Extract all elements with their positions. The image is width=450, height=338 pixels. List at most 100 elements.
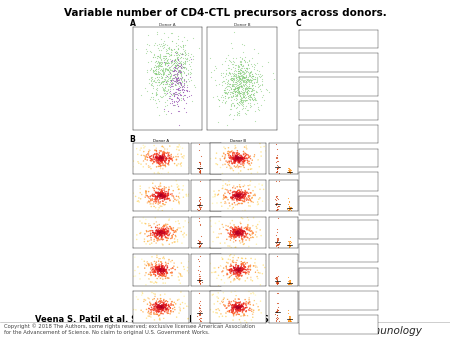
Point <box>146 242 153 247</box>
Point <box>285 317 292 322</box>
Point <box>148 91 155 96</box>
Point <box>272 279 279 284</box>
Point <box>168 83 175 88</box>
Point <box>185 71 192 77</box>
Point <box>155 152 162 158</box>
Point <box>158 79 165 84</box>
Point <box>155 98 162 103</box>
Point <box>163 80 171 85</box>
Point <box>235 160 242 166</box>
Point <box>232 74 239 80</box>
Point <box>162 304 170 310</box>
Point <box>248 73 256 78</box>
Point <box>174 92 181 97</box>
Point <box>157 193 164 198</box>
Point <box>162 194 169 200</box>
Point <box>166 94 173 99</box>
Point <box>178 50 185 56</box>
Point <box>240 98 247 103</box>
Point <box>264 247 271 252</box>
Point <box>137 184 144 189</box>
Point <box>145 306 153 311</box>
Point <box>225 89 232 94</box>
Point <box>195 202 202 207</box>
Point <box>241 306 248 311</box>
Point <box>286 168 293 174</box>
Point <box>235 305 242 310</box>
Point <box>230 59 238 65</box>
Point <box>183 193 190 198</box>
Point <box>239 189 246 195</box>
Point <box>254 67 261 72</box>
Point <box>234 267 242 272</box>
Point <box>160 156 167 162</box>
Point <box>164 73 171 78</box>
Point <box>236 303 243 308</box>
Point <box>231 286 238 291</box>
Point <box>238 256 245 261</box>
Point <box>229 195 236 200</box>
Point <box>209 317 216 322</box>
Point <box>144 313 152 319</box>
Point <box>230 222 238 228</box>
Point <box>166 77 174 83</box>
Point <box>159 304 166 310</box>
Point <box>158 61 166 66</box>
Point <box>159 304 166 310</box>
Point <box>239 155 246 161</box>
Point <box>232 71 239 77</box>
Point <box>158 230 165 236</box>
Point <box>209 243 216 249</box>
Point <box>169 158 176 163</box>
Point <box>248 195 256 200</box>
Point <box>158 229 165 234</box>
Point <box>229 90 236 96</box>
Point <box>177 69 184 74</box>
Point <box>222 314 230 319</box>
Point <box>239 194 247 199</box>
Point <box>230 258 237 263</box>
Point <box>239 260 247 266</box>
Point <box>198 319 205 324</box>
Point <box>231 155 238 161</box>
Point <box>153 280 160 285</box>
Point <box>142 154 149 160</box>
Point <box>246 193 253 199</box>
Point <box>166 88 173 94</box>
Point <box>153 302 161 308</box>
Point <box>155 192 162 197</box>
Point <box>252 270 259 275</box>
Point <box>235 267 242 272</box>
Point <box>166 81 173 87</box>
Point <box>233 158 240 163</box>
Point <box>147 201 154 207</box>
Point <box>266 198 273 204</box>
Point <box>228 40 235 46</box>
Point <box>153 235 160 241</box>
Point <box>240 160 247 165</box>
Point <box>153 153 161 159</box>
Point <box>147 208 154 214</box>
Point <box>234 268 241 273</box>
Point <box>158 262 165 267</box>
Point <box>236 304 243 309</box>
Point <box>157 164 164 169</box>
Point <box>162 163 169 168</box>
Point <box>153 152 160 158</box>
Point <box>231 87 238 92</box>
Point <box>233 266 240 271</box>
Point <box>235 268 243 273</box>
Point <box>242 192 249 198</box>
Point <box>258 72 265 77</box>
Point <box>156 48 163 53</box>
Point <box>169 206 176 212</box>
Point <box>226 163 233 168</box>
Point <box>176 81 184 87</box>
Point <box>234 194 241 199</box>
Point <box>231 79 239 85</box>
Point <box>231 230 239 235</box>
Point <box>162 61 169 66</box>
Point <box>245 93 252 98</box>
Point <box>160 263 167 268</box>
Point <box>231 160 238 165</box>
